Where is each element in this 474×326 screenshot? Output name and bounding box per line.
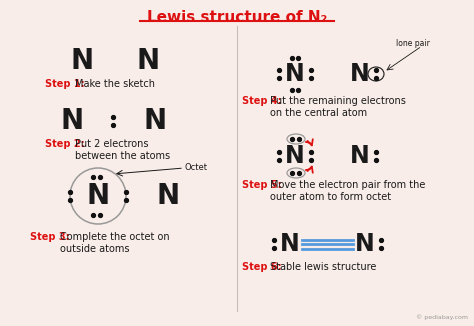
Text: Put 2 electrons
between the atoms: Put 2 electrons between the atoms	[75, 139, 170, 161]
Text: N: N	[156, 182, 180, 210]
Text: Move the electron pair from the
outer atom to form octet: Move the electron pair from the outer at…	[270, 180, 425, 201]
Text: N: N	[137, 47, 160, 75]
Text: N: N	[350, 144, 370, 168]
Text: N: N	[71, 47, 93, 75]
Text: N: N	[285, 62, 305, 86]
Text: N: N	[285, 144, 305, 168]
Text: N: N	[144, 107, 166, 135]
Text: Stable lewis structure: Stable lewis structure	[270, 262, 376, 272]
Text: Step 3:: Step 3:	[30, 232, 70, 242]
Text: Step 1:: Step 1:	[45, 79, 85, 89]
Text: Put the remaining electrons
on the central atom: Put the remaining electrons on the centr…	[270, 96, 406, 118]
Text: N: N	[355, 232, 375, 256]
Text: Step 2:: Step 2:	[45, 139, 85, 149]
Text: Complete the octet on
outside atoms: Complete the octet on outside atoms	[60, 232, 170, 254]
Text: Step 6:: Step 6:	[242, 262, 282, 272]
Text: Lewis structure of N₂: Lewis structure of N₂	[147, 10, 327, 25]
Text: N: N	[350, 62, 370, 86]
Text: lone pair: lone pair	[396, 39, 430, 49]
Text: Octet: Octet	[185, 164, 208, 172]
Text: N: N	[86, 182, 109, 210]
Text: Step 5:: Step 5:	[242, 180, 282, 190]
Text: Make the sketch: Make the sketch	[75, 79, 155, 89]
Text: N: N	[280, 232, 300, 256]
Text: Step 4:: Step 4:	[242, 96, 282, 106]
Text: © pediabay.com: © pediabay.com	[416, 314, 468, 320]
Text: N: N	[61, 107, 83, 135]
